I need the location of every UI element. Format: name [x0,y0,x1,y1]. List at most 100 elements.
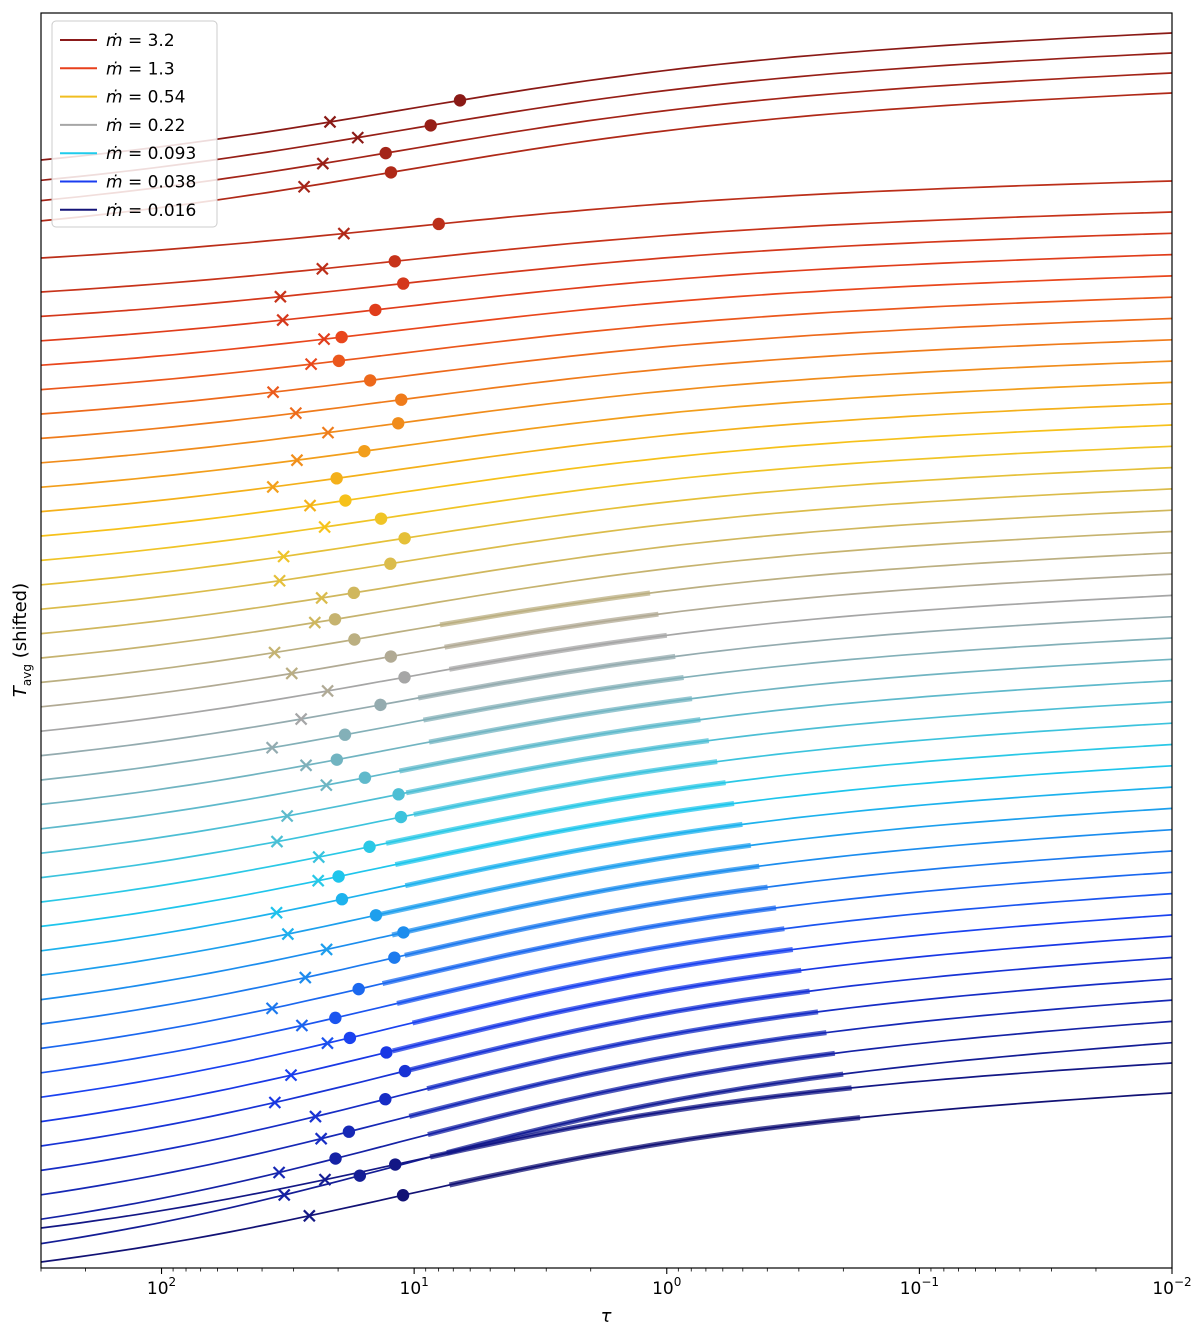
highlight-segment [408,1030,827,1119]
cross-marker [321,1036,334,1050]
dot-marker [363,374,377,387]
legend-label: ṁ = 0.038 [106,173,196,193]
dot-marker [335,330,348,344]
x-tick-label: 101 [400,1275,429,1299]
cross-marker [303,1209,316,1223]
cross-marker [323,115,337,129]
series-line [41,530,1172,659]
dot-marker [392,788,405,801]
highlight-segment [417,653,676,701]
cross-marker [308,616,322,629]
dot-marker [332,354,346,368]
highlight-segment [396,926,785,1006]
dot-marker [338,728,352,741]
dot-marker [347,586,361,600]
highlight-segment [392,967,802,1054]
series-line [41,402,1172,513]
series-line [41,466,1172,586]
cross-marker [299,759,313,772]
highlight-segment [444,611,659,650]
dot-marker [348,633,361,646]
dot-marker [369,909,383,922]
dot-marker [339,494,352,507]
cross-marker [351,131,365,144]
legend: ṁ = 3.2 ṁ = 1.3 ṁ = 0.54 ṁ = 0.22 ṁ = 0.093 ṁ… [51,20,218,228]
x-tick-label: 10−1 [900,1275,939,1299]
highlight-segment [405,738,710,796]
highlight-segment [391,863,760,938]
highlight-segment [404,821,743,889]
series-line [41,211,1172,293]
highlight-segment [446,1071,844,1156]
cross-marker [265,1002,279,1015]
legend-box [51,20,218,228]
cross-marker [290,453,304,467]
cross-marker [303,499,317,512]
series-line [41,232,1172,318]
marker-layer [265,94,467,1223]
dot-marker [395,393,408,406]
x-tick-label: 100 [652,1275,681,1299]
cross-marker [295,1019,309,1032]
cross-marker [268,646,281,659]
dot-marker [379,1093,392,1106]
series-line [41,253,1172,342]
cross-marker [270,835,284,848]
cross-marker [273,574,286,588]
cross-marker [294,712,308,726]
legend-label: ṁ = 0.016 [106,201,196,221]
cross-marker [304,357,318,371]
dot-marker [358,444,371,458]
highlight-segment [409,988,810,1073]
cross-marker [311,874,325,887]
dot-marker [374,698,387,712]
highlight-segment [394,801,735,868]
dot-marker [392,417,405,430]
cross-marker [314,1132,328,1145]
dot-marker [384,650,398,663]
dot-marker [398,1064,412,1078]
dot-marker [384,557,397,570]
cross-marker [266,385,280,399]
cross-marker [318,1173,332,1186]
series-line [41,317,1172,415]
cross-marker [337,227,351,240]
dot-marker [330,753,344,766]
x-tick-label: 102 [147,1275,176,1299]
cross-marker [321,684,334,698]
highlight-segment [379,842,752,917]
dot-marker [335,893,349,906]
series-line [41,296,1172,391]
cross-marker [285,667,299,680]
series-line [41,360,1172,464]
dot-marker [369,303,382,317]
highlight-segment [404,884,768,958]
highlight-segment [427,1050,836,1138]
series-line [41,424,1172,537]
series-line [41,509,1172,635]
highlight-segment [448,1115,861,1188]
legend-label: ṁ = 0.54 [106,88,185,108]
dot-marker [453,94,467,107]
cross-marker [320,778,333,792]
x-axis-label: τ [601,1306,612,1327]
dot-marker [388,255,402,268]
series-line [41,72,1172,202]
highlight-segment [422,675,684,723]
highlight-segment [385,780,726,846]
cross-marker [270,906,283,919]
y-axis-label: Tavg (shifted) [10,583,34,697]
series-line [41,275,1172,367]
series-line [41,32,1172,161]
cross-marker [272,1166,286,1179]
series-line [41,488,1172,611]
dot-marker [358,771,372,784]
legend-label: ṁ = 0.093 [106,144,196,164]
legend-label: ṁ = 3.2 [106,31,175,51]
cross-marker [315,591,328,605]
cross-marker [289,406,303,420]
dot-marker [384,166,398,179]
dot-marker [329,1011,342,1025]
highlight-segment [413,759,718,817]
dot-marker [329,1152,342,1165]
